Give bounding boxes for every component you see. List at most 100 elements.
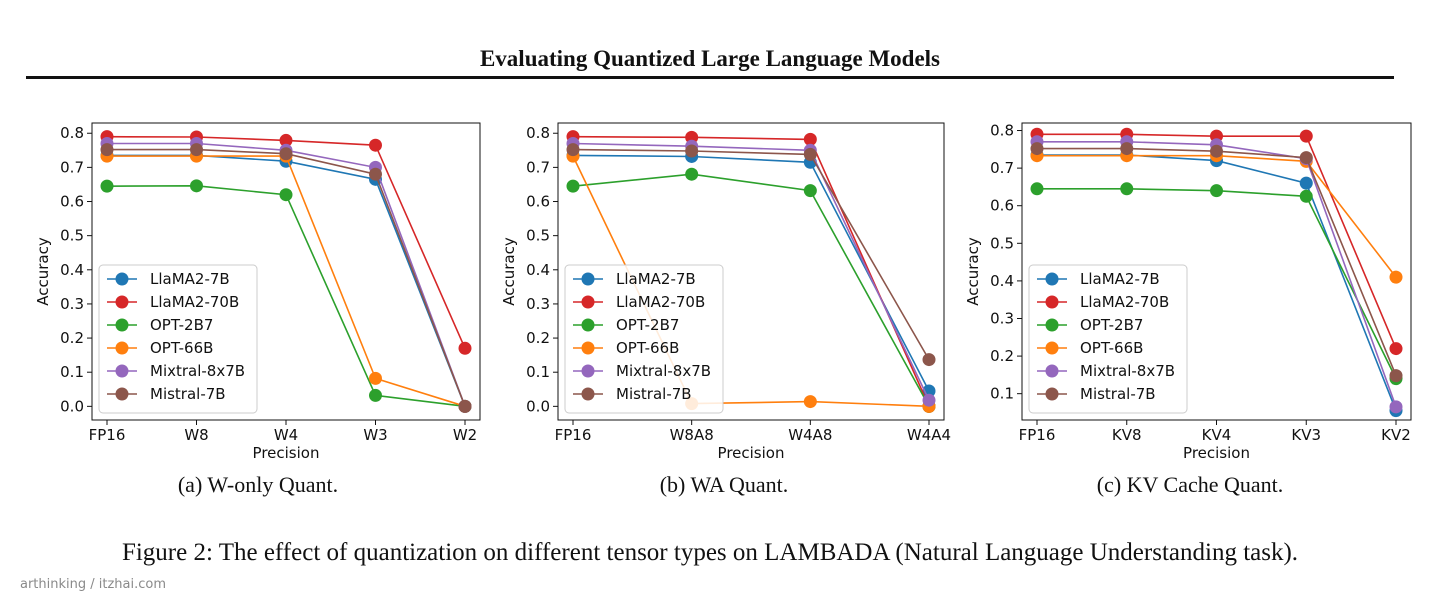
legend-label: Mistral-7B (1080, 385, 1156, 403)
series-line-mixtral-8x7b (572, 142, 930, 401)
legend-label: Mixtral-8x7B (1080, 362, 1175, 380)
legend-box (1028, 264, 1188, 414)
legend-swatch-marker (1045, 295, 1059, 309)
legend-swatch-marker (115, 387, 129, 401)
x-tick-label: FP16 (555, 426, 592, 444)
legend-label: OPT-66B (616, 339, 679, 357)
x-axis-label: Precision (718, 444, 785, 462)
data-point (1389, 270, 1403, 284)
y-tick-label: 0.2 (526, 329, 550, 347)
y-tick-label: 0.7 (526, 158, 550, 176)
data-point (1389, 369, 1403, 383)
legend-box (98, 264, 258, 414)
y-tick-label: 0.7 (60, 158, 84, 176)
data-point (1030, 182, 1044, 196)
x-tick-label: W8A8 (670, 426, 714, 444)
data-point (803, 184, 817, 198)
data-point (1299, 176, 1313, 190)
x-tick-label: KV4 (1202, 426, 1232, 444)
data-point (279, 188, 293, 202)
legend-swatch-marker (1045, 387, 1059, 401)
y-tick-label: 0.4 (526, 261, 550, 279)
legend-swatch-marker (581, 364, 595, 378)
watermark: arthinking / itzhai.com (20, 577, 167, 592)
series-line-mistral-7b (572, 148, 930, 361)
y-tick-label: 0.0 (526, 397, 550, 415)
chart-panel-2: 0.0 0.1 0.2 0.3 0.4 0.5 0.6 0.7 0.8 FP16 W8A8 W4A8 W… (500, 122, 951, 497)
legend-swatch-marker (581, 318, 595, 332)
data-point (100, 143, 114, 157)
data-point (685, 167, 699, 181)
subfigure-caption: (a) W-only Quant. (178, 472, 338, 497)
y-tick-label: 0.5 (526, 227, 550, 245)
data-point (458, 399, 472, 413)
data-point (1120, 182, 1134, 196)
data-point (190, 179, 203, 193)
legend-swatch-marker (581, 295, 595, 309)
legend-swatch-marker (1045, 272, 1059, 286)
legend-label: Mistral-7B (150, 385, 226, 403)
y-tick-label: 0.6 (60, 193, 84, 211)
legend-label: LlaMA2-70B (150, 293, 239, 311)
legend-label: OPT-2B7 (150, 316, 213, 334)
data-point (1389, 400, 1403, 414)
legend-swatch-marker (581, 387, 595, 401)
data-point (100, 179, 114, 193)
data-point (279, 147, 293, 161)
legend-label: LlaMA2-7B (1080, 270, 1160, 288)
legend-label: LlaMA2-70B (1080, 293, 1169, 311)
legend-swatch-marker (115, 318, 129, 332)
series-line-opt-2b7 (572, 173, 930, 407)
x-axis-label: Precision (253, 444, 320, 462)
x-tick-label: W2 (453, 426, 477, 444)
chart-panel-1: 0.0 0.1 0.2 0.3 0.4 0.5 0.6 0.7 0.8 FP16 W8 W4 W3 W2 P… (34, 122, 481, 497)
x-tick-label: FP16 (89, 426, 126, 444)
legend-swatch-marker (581, 272, 595, 286)
y-tick-label: 0.2 (60, 329, 84, 347)
y-axis-label: Accuracy (500, 237, 518, 306)
data-point (922, 353, 936, 367)
data-point (190, 143, 203, 157)
x-axis-label: Precision (1183, 444, 1250, 462)
y-tick-label: 0.1 (60, 363, 84, 381)
legend-label: LlaMA2-7B (616, 270, 696, 288)
legend-label: Mistral-7B (616, 385, 692, 403)
data-point (1299, 151, 1313, 165)
data-point (922, 393, 936, 407)
legend-label: LlaMA2-7B (150, 270, 230, 288)
title-rule (26, 76, 1394, 79)
data-point (369, 167, 382, 181)
legend-label: OPT-2B7 (1080, 316, 1143, 334)
y-tick-label: 0.0 (60, 397, 84, 415)
data-point (1210, 184, 1223, 198)
legend-label: OPT-2B7 (616, 316, 679, 334)
y-tick-label: 0.8 (60, 124, 84, 142)
data-point (1299, 189, 1313, 203)
data-point (566, 143, 580, 157)
data-point (279, 133, 293, 147)
y-tick-label: 0.1 (990, 385, 1014, 403)
page-title: Evaluating Quantized Large Language Mode… (479, 46, 941, 71)
data-point (458, 341, 472, 355)
legend-label: OPT-66B (1080, 339, 1143, 357)
x-tick-label: KV8 (1112, 426, 1142, 444)
x-tick-label: W8 (184, 426, 208, 444)
y-tick-label: 0.6 (990, 197, 1014, 215)
data-point (803, 395, 817, 409)
y-tick-label: 0.5 (60, 227, 84, 245)
legend-swatch-marker (581, 341, 595, 355)
legend-label: OPT-66B (150, 339, 213, 357)
subfigure-caption: (b) WA Quant. (660, 472, 789, 497)
data-point (803, 132, 817, 146)
legend-swatch-marker (115, 341, 129, 355)
legend-swatch-marker (1045, 341, 1059, 355)
legend-label: Mixtral-8x7B (616, 362, 711, 380)
data-point (369, 371, 382, 385)
legend-swatch-marker (1045, 364, 1059, 378)
data-point (1389, 342, 1403, 356)
y-tick-label: 0.4 (990, 272, 1014, 290)
legend-label: Mixtral-8x7B (150, 362, 245, 380)
y-axis-label: Accuracy (964, 237, 982, 306)
legend-swatch-marker (115, 272, 129, 286)
